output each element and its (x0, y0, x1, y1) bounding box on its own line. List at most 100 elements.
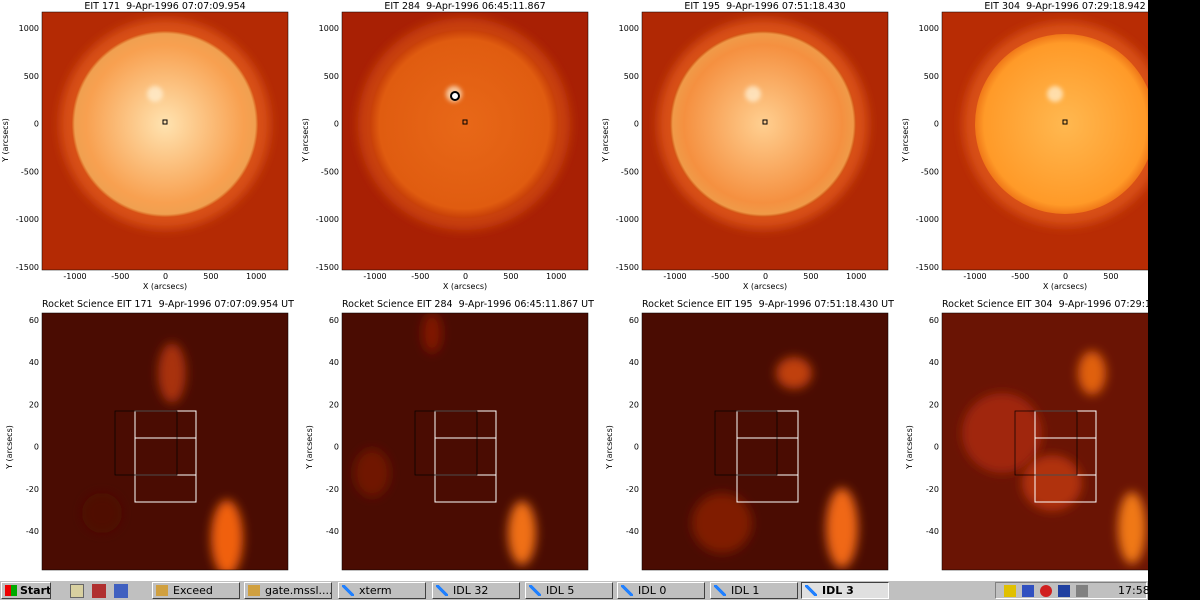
system-tray: 17:58 (995, 582, 1150, 599)
solar-image (942, 12, 1188, 270)
y-tick-label: -500 (921, 167, 939, 176)
active-region (147, 86, 163, 102)
taskbar-button[interactable]: IDL 32 (432, 582, 520, 599)
tray-icon[interactable] (1076, 585, 1088, 597)
x-tick-label: 500 (803, 272, 818, 281)
y-tick-label: 500 (924, 72, 939, 81)
taskbar-button[interactable]: IDL 1 (710, 582, 798, 599)
y-axis-label: Y (arcsecs) (905, 425, 914, 470)
button-icon (805, 585, 817, 596)
zoom-image (942, 313, 1188, 570)
y-tick-label: 500 (624, 72, 639, 81)
y-axis-label: Y (arcsecs) (901, 118, 910, 163)
y-axis-label: Y (arcsecs) (605, 425, 614, 470)
zoom-image (642, 313, 888, 570)
x-tick-label: -1000 (63, 272, 86, 281)
x-tick-label: -1000 (663, 272, 686, 281)
button-label: xterm (359, 584, 392, 597)
panel-title: EIT 284 9-Apr-1996 06:45:11.867 (384, 1, 545, 12)
x-tick-label: 500 (1103, 272, 1118, 281)
x-tick-label: -1000 (963, 272, 986, 281)
y-axis-label: Y (arcsecs) (5, 425, 14, 470)
x-tick-label: 500 (503, 272, 518, 281)
taskbar-button[interactable]: IDL 0 (617, 582, 705, 599)
y-tick-label: 0 (334, 120, 339, 129)
y-tick-label: -1500 (916, 263, 939, 272)
y-tick-label: -1000 (16, 215, 39, 224)
y-tick-label: -40 (926, 527, 939, 536)
button-icon (621, 585, 633, 596)
button-icon (529, 585, 541, 596)
y-tick-label: 20 (929, 400, 939, 409)
tray-icon[interactable] (1058, 585, 1070, 597)
plot-frame (341, 11, 589, 271)
y-tick-label: 1000 (919, 24, 939, 33)
x-axis-label: X (arcsecs) (443, 282, 487, 291)
y-tick-label: -40 (326, 527, 339, 536)
y-tick-label: 500 (324, 72, 339, 81)
plot-frame (341, 312, 589, 571)
quick-launch-icon[interactable] (70, 584, 84, 598)
button-icon (156, 585, 168, 596)
button-icon (342, 585, 354, 596)
panel-title: Rocket Science EIT 195 9-Apr-1996 07:51:… (642, 299, 894, 310)
x-tick-label: 0 (1063, 272, 1068, 281)
quick-launch-icon[interactable] (114, 584, 128, 598)
x-tick-label: -500 (411, 272, 429, 281)
taskbar-button[interactable]: xterm (338, 582, 426, 599)
emission-blob (826, 488, 858, 568)
plot-frame (641, 11, 889, 271)
y-tick-label: 500 (24, 72, 39, 81)
taskbar-button[interactable]: Exceed (152, 582, 240, 599)
taskbar-button[interactable]: gate.mssl.... (244, 582, 332, 599)
artifact (450, 91, 460, 101)
x-tick-label: -500 (1011, 272, 1029, 281)
y-tick-label: -1000 (916, 215, 939, 224)
target-box (162, 119, 168, 125)
plot-frame (41, 312, 289, 571)
quick-launch (70, 584, 140, 598)
y-tick-label: 20 (629, 400, 639, 409)
x-tick-label: 0 (463, 272, 468, 281)
y-tick-label: 20 (29, 400, 39, 409)
tray-icon[interactable] (1022, 585, 1034, 597)
y-tick-label: 1000 (319, 24, 339, 33)
start-label: Start (20, 584, 51, 597)
y-tick-label: -1000 (616, 215, 639, 224)
target-box (762, 119, 768, 125)
y-tick-label: 40 (329, 358, 339, 367)
y-tick-label: 0 (634, 120, 639, 129)
emission-blob (211, 500, 243, 570)
x-axis-label: X (arcsecs) (743, 282, 787, 291)
y-axis-label: Y (arcsecs) (601, 118, 610, 163)
screen-edge (1148, 0, 1200, 580)
button-label: gate.mssl.... (265, 584, 332, 597)
target-box (462, 119, 468, 125)
y-axis-label: Y (arcsecs) (1, 118, 10, 163)
solar-image (642, 12, 888, 270)
quick-launch-icon[interactable] (92, 584, 106, 598)
idl-display: EIT 171 9-Apr-1996 07:07:09.954 -1000 -500… (1, 1, 1189, 571)
tray-icon[interactable] (1004, 585, 1016, 597)
emission-blob (692, 493, 752, 553)
taskbar-button[interactable]: IDL 3 (801, 582, 889, 599)
solar-image (42, 12, 288, 270)
y-tick-label: -1000 (316, 215, 339, 224)
y-tick-label: 40 (929, 358, 939, 367)
emission-blob (776, 357, 812, 389)
y-tick-label: -1500 (616, 263, 639, 272)
x-tick-label: -500 (111, 272, 129, 281)
x-tick-label: 1000 (546, 272, 566, 281)
y-tick-label: 60 (629, 316, 639, 325)
panel-title: Rocket Science EIT 284 9-Apr-1996 06:45:… (342, 299, 594, 310)
y-tick-label: 1000 (619, 24, 639, 33)
emission-blob (508, 501, 536, 565)
y-tick-label: -20 (626, 485, 639, 494)
start-button[interactable]: Start (1, 582, 51, 599)
y-tick-label: -1500 (16, 263, 39, 272)
tray-icon[interactable] (1040, 585, 1052, 597)
taskbar-button[interactable]: IDL 5 (525, 582, 613, 599)
y-tick-label: 60 (929, 316, 939, 325)
panel-title: Rocket Science EIT 171 9-Apr-1996 07:07:… (42, 299, 294, 310)
